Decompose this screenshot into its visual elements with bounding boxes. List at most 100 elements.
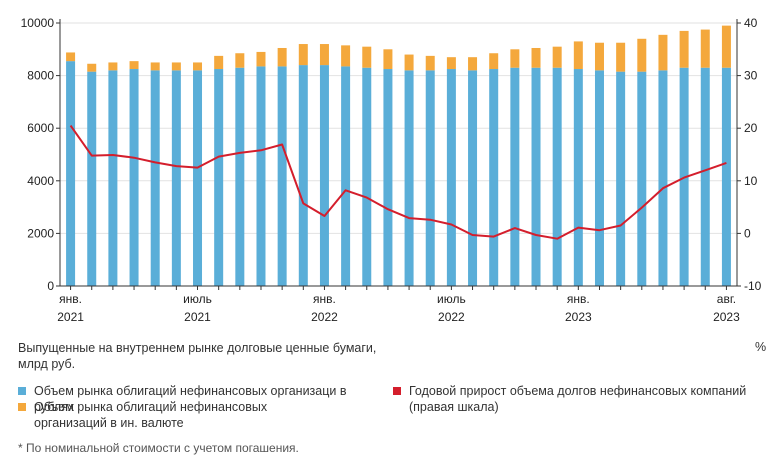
x-axis-ticks: янв. 2021 июль 2021 янв. 2022 июль 2022 янв. 2023… <box>57 286 740 324</box>
x-tick-month: янв. <box>59 292 82 306</box>
bar-rub <box>468 70 478 286</box>
bar-fx <box>108 62 118 71</box>
right-tick-label: -10 <box>744 279 762 293</box>
bar-rub <box>404 70 414 286</box>
legend-label-fx: Объем рынка облигаций нефинансовых орган… <box>34 400 268 430</box>
bar-fx <box>129 61 139 70</box>
x-tick-month: июль <box>183 292 212 306</box>
bar-fx <box>446 57 456 70</box>
x-tick-month: янв. <box>567 292 590 306</box>
bar-fx <box>658 34 668 71</box>
bar-fx <box>721 25 731 68</box>
x-tick-month: июль <box>437 292 466 306</box>
legend-item-fx: Объем рынка облигаций нефинансовых орган… <box>18 399 338 431</box>
bar-rub <box>510 67 520 287</box>
left-tick-label: 8000 <box>27 69 54 83</box>
bar-fx <box>298 44 308 66</box>
right-tick-label: 40 <box>744 16 758 30</box>
right-axis-ticks: -10 0 10 20 30 40 <box>737 16 762 293</box>
bar-rub <box>341 66 351 287</box>
x-tick-year: 2023 <box>565 310 592 324</box>
bar-rub <box>425 70 435 286</box>
right-tick-label: 0 <box>744 226 751 240</box>
legend-swatch-red <box>393 387 401 395</box>
bar-fx <box>193 62 203 71</box>
bar-rub <box>531 67 541 287</box>
bar-rub <box>150 70 160 286</box>
chart: 0 2000 4000 6000 8000 10000 -10 0 10 20 30 40 янв.… <box>21 16 762 324</box>
x-tick-month: авг. <box>717 292 736 306</box>
growth-line-path <box>69 125 727 240</box>
right-tick-label: 30 <box>744 69 758 83</box>
bar-fx <box>214 55 224 70</box>
bar-fx <box>489 53 499 70</box>
bar-rub <box>658 70 668 286</box>
bar-fx <box>594 42 604 71</box>
bar-fx <box>573 41 583 70</box>
bar-rub <box>552 67 562 287</box>
bar-rub <box>235 67 245 287</box>
bar-rub <box>319 65 329 286</box>
bar-fx <box>510 49 520 68</box>
bar-fx <box>616 42 626 72</box>
bar-rub <box>171 70 181 286</box>
bar-rub <box>256 66 266 287</box>
left-tick-label: 6000 <box>27 121 54 135</box>
bar-fx <box>235 53 245 68</box>
bar-rub <box>594 70 604 286</box>
bar-fx <box>362 46 372 68</box>
left-tick-label: 0 <box>47 279 54 293</box>
bar-rub <box>616 71 626 286</box>
bar-rub <box>108 70 118 286</box>
x-tick-year: 2022 <box>438 310 465 324</box>
bar-fx <box>637 38 647 72</box>
legend-label-growth: Годовой прирост объема долгов нефинансов… <box>409 384 747 414</box>
x-tick-year: 2021 <box>57 310 84 324</box>
right-axis-caption: % <box>755 340 767 354</box>
bar-rub <box>277 66 287 287</box>
footnote: * По номинальной стоимости с учетом пога… <box>18 441 299 455</box>
bar-rub <box>489 69 499 287</box>
bar-fx <box>66 52 76 62</box>
bar-fx <box>700 29 710 68</box>
bar-rub <box>721 67 731 287</box>
bar-fx <box>552 46 562 68</box>
axes <box>59 19 738 287</box>
bar-fx <box>277 47 287 67</box>
bar-rub <box>298 65 308 286</box>
bars <box>66 25 731 287</box>
bar-fx <box>425 55 435 71</box>
bar-fx <box>256 51 266 67</box>
bar-rub <box>193 70 203 286</box>
bar-fx <box>87 63 97 72</box>
legend-swatch-orange <box>18 403 26 411</box>
growth-line <box>69 125 727 240</box>
bar-rub <box>214 69 224 287</box>
left-axis-ticks: 0 2000 4000 6000 8000 10000 <box>21 16 60 293</box>
bar-rub <box>573 69 583 287</box>
bar-rub <box>700 67 710 287</box>
bar-fx <box>383 49 393 70</box>
right-tick-label: 20 <box>744 121 758 135</box>
bar-fx <box>150 62 160 71</box>
legend-item-rub: Объем рынка облигаций нефинансовых орган… <box>18 383 368 415</box>
left-tick-label: 2000 <box>27 226 54 240</box>
bar-fx <box>404 54 414 71</box>
x-tick-year: 2021 <box>184 310 211 324</box>
left-tick-label: 4000 <box>27 174 54 188</box>
legend-item-growth: Годовой прирост объема долгов нефинансов… <box>393 383 753 415</box>
legend-label-rub: Объем рынка облигаций нефинансовых орган… <box>34 384 347 414</box>
x-tick-month: янв. <box>313 292 336 306</box>
x-tick-year: 2022 <box>311 310 338 324</box>
bar-fx <box>171 62 181 71</box>
gridlines <box>60 22 737 234</box>
bar-rub <box>383 69 393 287</box>
legend-swatch-blue <box>18 387 26 395</box>
bar-fx <box>341 45 351 67</box>
right-tick-label: 10 <box>744 174 758 188</box>
bar-rub <box>637 71 647 286</box>
bar-fx <box>531 47 541 68</box>
x-tick-year: 2023 <box>713 310 740 324</box>
bar-rub <box>362 67 372 287</box>
bar-fx <box>468 57 478 71</box>
